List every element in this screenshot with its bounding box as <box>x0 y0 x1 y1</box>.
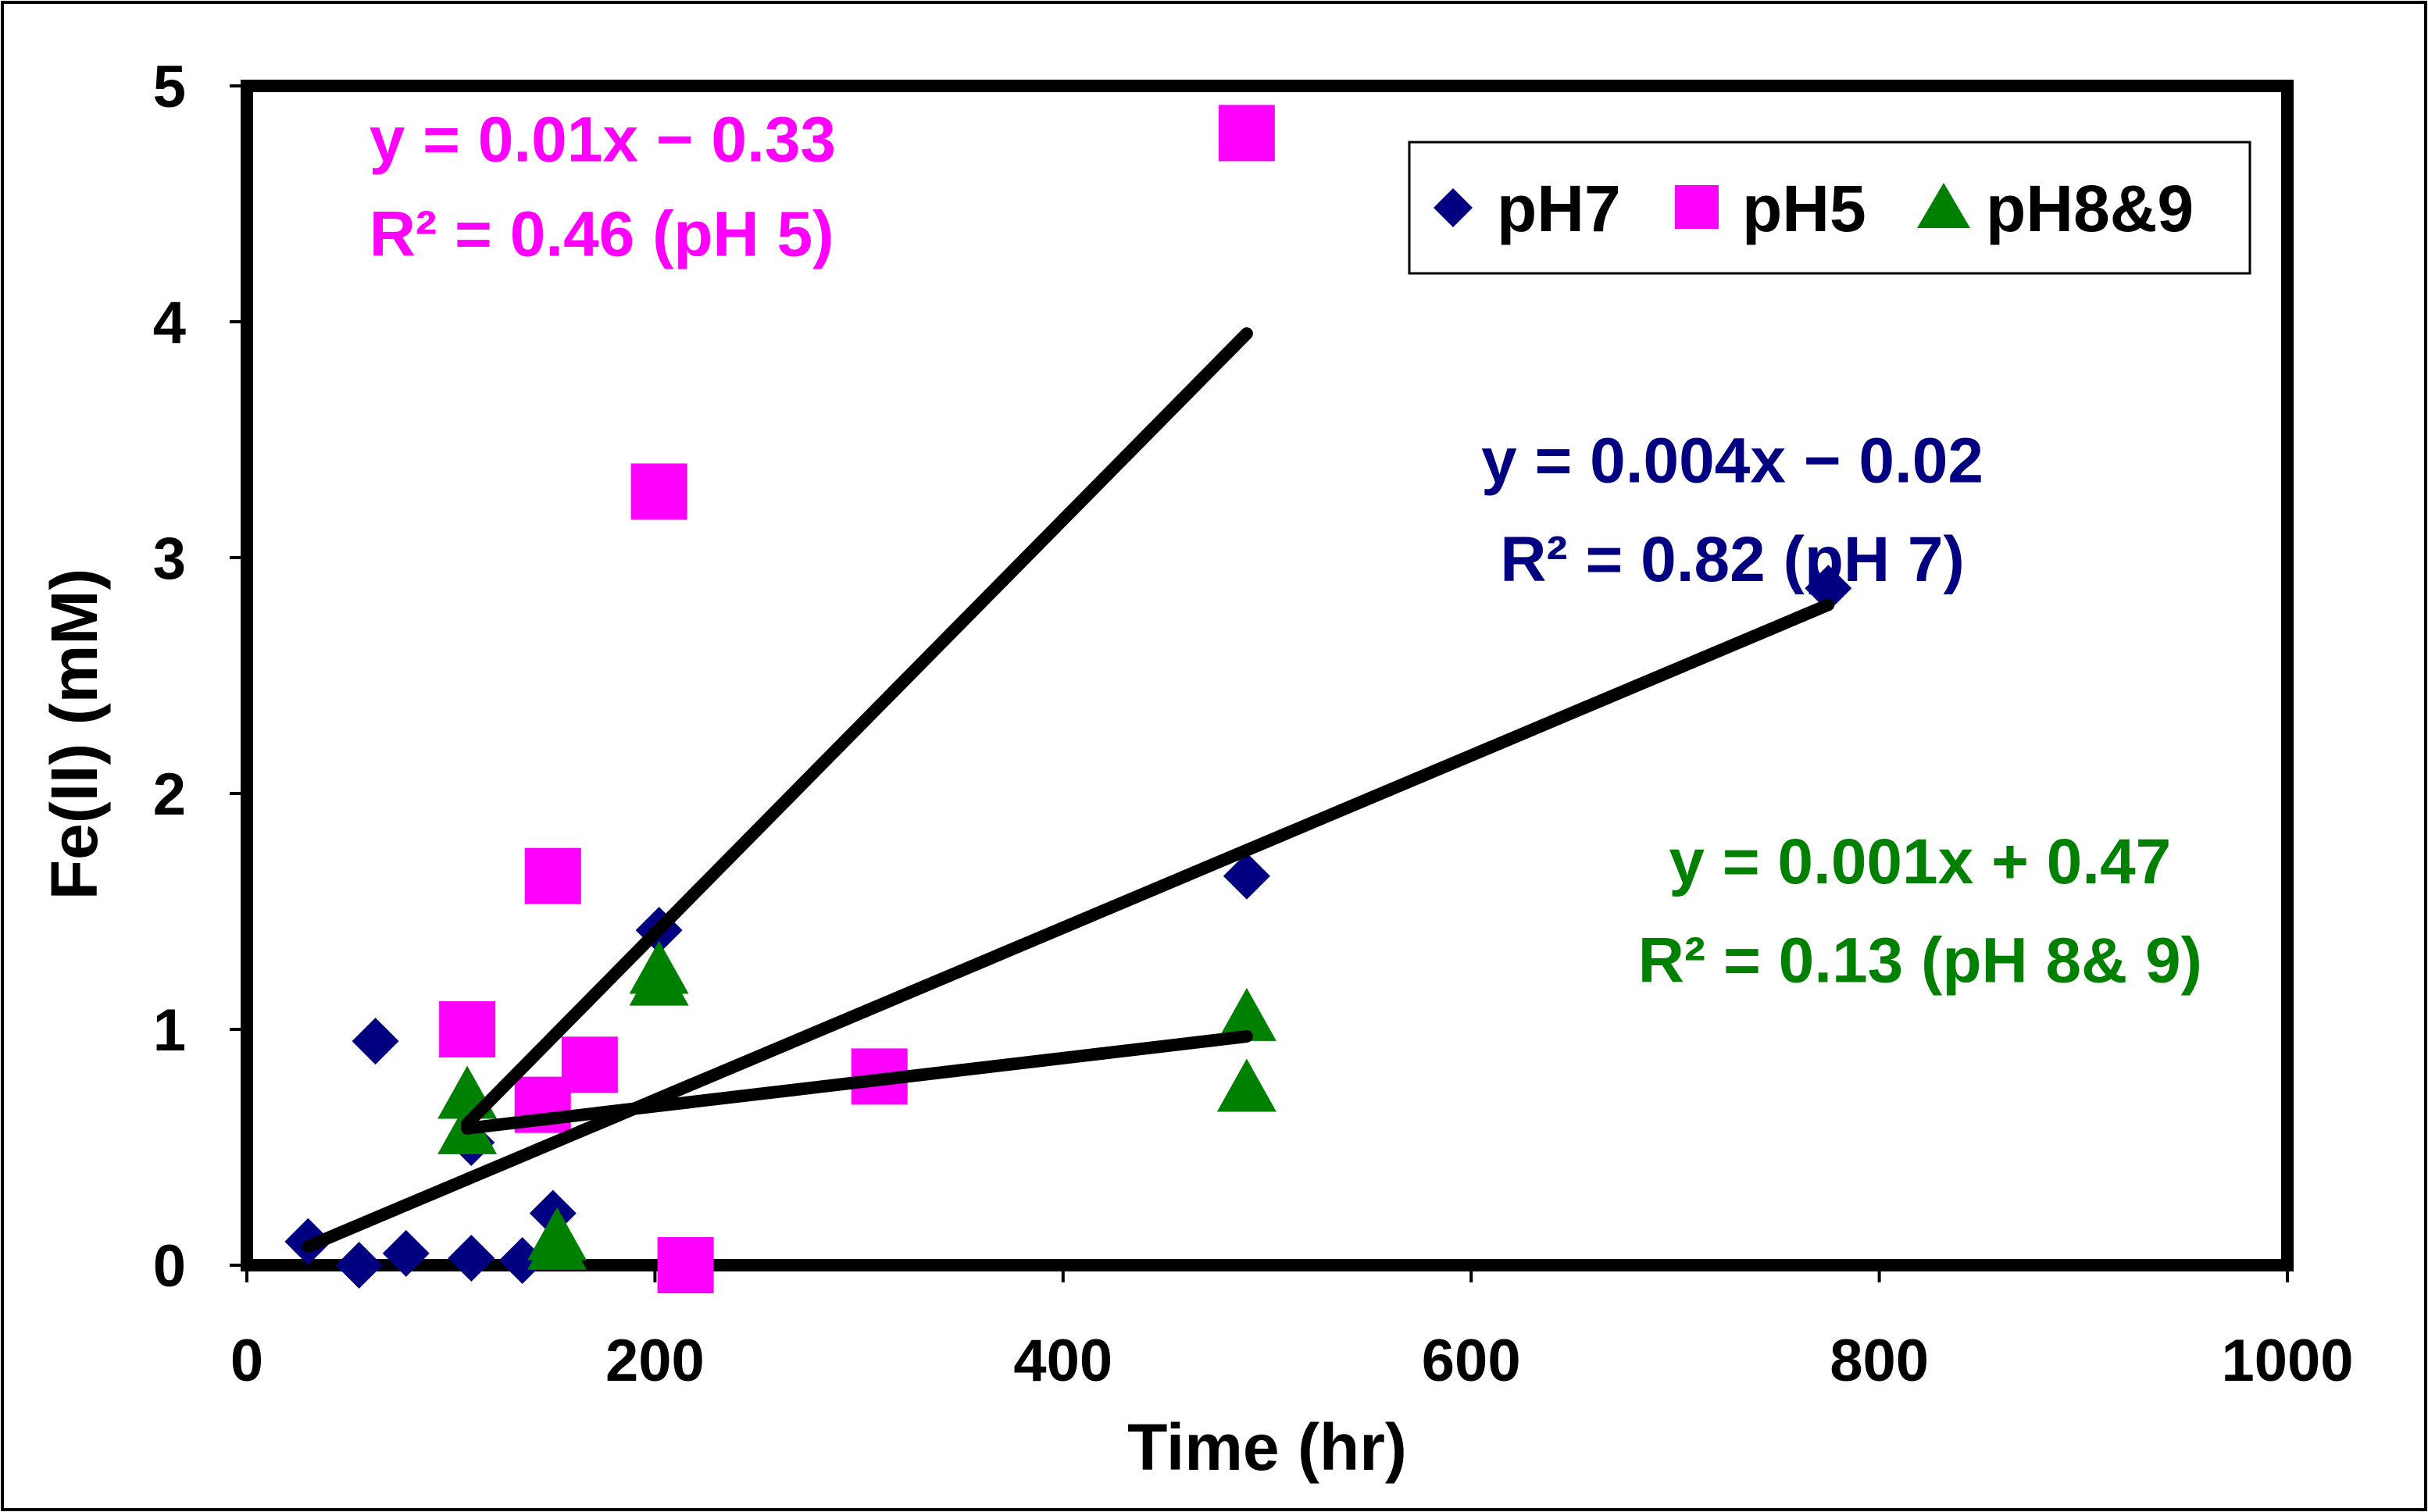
data-point-pH5 <box>657 1237 714 1293</box>
y-tick-label: 5 <box>153 54 186 120</box>
legend-pH8-9-marker <box>1917 183 1970 228</box>
data-point-pH8-9 <box>527 1207 587 1261</box>
x-tick-label: 800 <box>1830 1328 1929 1394</box>
y-tick-label: 0 <box>153 1233 186 1300</box>
legend: pH7 pH5 pH8&9 <box>1408 141 2251 275</box>
legend-pH7-label: pH7 <box>1497 172 1621 245</box>
y-tick-label: 4 <box>153 290 186 356</box>
data-point-pH7 <box>352 1018 399 1065</box>
data-point-pH8-9 <box>1216 987 1276 1041</box>
y-tick-labels: 0 1 2 3 4 5 <box>153 54 186 1300</box>
data-point-pH7 <box>382 1229 430 1277</box>
trendline <box>302 598 1835 1253</box>
data-point-pH5 <box>630 463 687 520</box>
trendline-equation: y = 0.01x − 0.33 <box>370 105 836 176</box>
data-point-pH7 <box>1805 565 1852 612</box>
legend-pH5-label: pH5 <box>1742 172 1866 245</box>
x-tick-label: 200 <box>605 1328 705 1394</box>
trendline-annotations: y = 0.01x − 0.33 R² = 0.46 (pH 5) y = 0.00… <box>370 105 2202 997</box>
x-tick-label: 400 <box>1013 1328 1112 1394</box>
data-point-pH5 <box>524 847 581 904</box>
y-tick-label: 1 <box>153 997 186 1064</box>
data-point-pH7 <box>335 1242 383 1289</box>
trendlines <box>302 327 1835 1253</box>
data-point-pH8-9 <box>1216 1058 1276 1112</box>
trendline <box>461 1030 1253 1135</box>
x-tick-label: 600 <box>1422 1328 1521 1394</box>
trendline <box>461 327 1253 1130</box>
y-tick-label: 2 <box>153 761 186 828</box>
legend-pH7-marker <box>1434 188 1473 227</box>
trendline-equation: R² = 0.82 (pH 7) <box>1500 524 1965 595</box>
legend-pH8-9-label: pH8&9 <box>1986 172 2194 245</box>
data-point-pH7 <box>1223 852 1270 900</box>
data-point-pH7 <box>448 1234 495 1282</box>
legend-pH5-marker <box>1675 185 1719 229</box>
trendline-equation: R² = 0.46 (pH 5) <box>370 198 834 269</box>
x-axis-label: Time (hr) <box>1127 1410 1407 1484</box>
y-tick-label: 3 <box>153 526 186 592</box>
data-point-pH8-9 <box>629 940 689 994</box>
plot-area-frame <box>241 80 2294 1271</box>
data-point-pH5 <box>561 1036 618 1093</box>
trendline-equation: R² = 0.13 (pH 8& 9) <box>1638 925 2202 997</box>
trendline-equation: y = 0.004x − 0.02 <box>1481 425 1983 496</box>
x-tick-label: 1000 <box>2221 1328 2353 1394</box>
y-axis-label: Fe(II) (mM) <box>37 569 111 900</box>
x-tick-labels: 0 200 400 600 800 1000 <box>230 1328 2354 1394</box>
data-point-pH5 <box>439 1001 496 1057</box>
data-markers <box>284 105 1852 1293</box>
data-point-pH5 <box>1218 105 1275 162</box>
axis-ticks <box>230 84 2289 1282</box>
trendline-equation: y = 0.001x + 0.47 <box>1669 826 2171 897</box>
x-tick-label: 0 <box>230 1328 263 1394</box>
legend-box <box>1408 141 2251 275</box>
